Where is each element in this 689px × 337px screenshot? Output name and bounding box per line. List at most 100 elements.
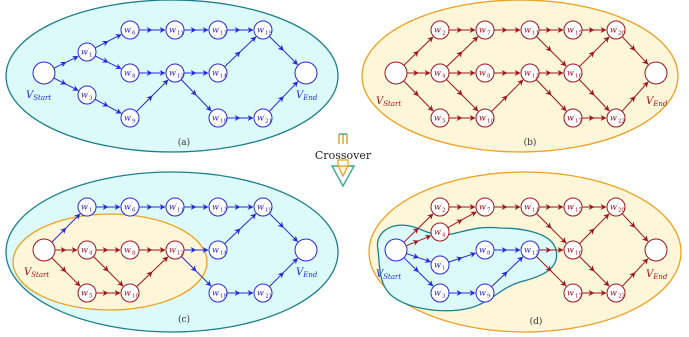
panel-c-node-w18-label: w′18 [212,289,227,300]
crossover-label: Crossover [315,149,372,162]
panel-a-node-w19 [253,20,273,40]
panel-a-node-w12-label: w′12 [169,69,184,80]
panel-c-node-w14 [208,240,228,260]
panel-b-edge-w11-w16 [536,36,552,52]
panel-b-edge-w4-w10-head [461,94,479,112]
panel-d-node-w17 [563,283,583,303]
panel-c-edge-w12-w18-head [195,270,212,287]
panel-d-edge-S-w3 [403,257,419,273]
panel-a-edge-w12-w18 [180,79,197,96]
panel-a-node-w1 [77,42,97,62]
panel-d-edge-S-w2 [403,227,419,243]
panel-d-end-node [644,238,668,262]
panel-a-edge-w21-E-head [283,81,299,97]
panel-d-node-w22-label: w′22 [610,289,625,300]
panel-d-edge-w20-E [621,213,636,228]
panel-c-edge-w21-E [269,272,284,287]
panel-b-node-w5 [430,108,450,128]
panel-d-node-w15 [563,197,583,217]
panel-c-edge-w21-E-head [283,258,298,273]
panel-d-edge-S-w1-head [418,257,432,263]
panel-a-edge-S-w3-head [65,83,79,91]
panel-d-node-w4 [430,222,450,242]
panel-b-node-w12-label: w′12 [524,69,539,80]
panel-b-node-w2-label: w′2 [434,26,446,37]
panel-c-edge-w19-E-head [283,227,298,242]
panel-c-node-w14-label: w′14 [212,246,227,257]
panel-b-edge-w10-w12 [491,95,508,112]
panel-b-end-node [644,61,668,85]
panel-a-node-w9 [120,108,140,128]
panel-d-node-w7-label: w′7 [479,203,491,214]
panel-a-node-w3-label: w′3 [81,91,93,102]
panel-a-node-w11 [165,20,185,40]
panel-c-node-w1 [77,197,97,217]
panel-a-edge-w1-w6-head [107,34,122,42]
panel-d-node-w11-label: w′11 [524,203,539,214]
panel-b-node-w17 [563,108,583,128]
panel-a-edge-w1-w6 [94,40,109,49]
panel-c-edge-w10-w12 [136,271,153,288]
panel-d-node-w16-label: w′16 [567,246,582,257]
panel-d-edge-w1-w8-head [461,252,477,259]
panel-d-edge-S-w3-head [418,271,434,287]
panel-a-edge-w3-w9-head [107,105,122,114]
panel-d-edge-S-w1 [406,253,420,259]
panel-c-node-w11 [165,197,185,217]
panel-b-node-w8 [475,63,495,83]
panel-d-node-w4-label: w′4 [434,228,446,239]
panel-b-edge-w16-w20-head [593,36,610,53]
panel-a-node-w12 [165,63,185,83]
panel-c-node-w21-label: w′21 [257,289,272,300]
panel-a-node-w8 [120,63,140,83]
panel-a-edge-w1-w8-head [107,61,122,70]
panel-c-node-w4-label: w′4 [81,246,93,257]
panel-c-node-w12 [165,240,185,260]
crossover-arrow: Crossover [315,133,372,188]
panel-a-start-node [32,61,56,85]
panel-d-edge-w20-E-head [634,227,649,242]
panel-d-edge-w11-w16-head [550,227,567,244]
panel-c-node-w18 [208,283,228,303]
panel-a-edge-w9-w12 [136,95,153,112]
panel-a-node-w18-label: w′18 [212,114,227,125]
panel-b-edge-S-w2-head [418,36,434,52]
panel-a-node-w21-label: w′21 [257,114,272,125]
panel-d-node-w9 [475,283,495,303]
panel-d-node-w20-label: w′20 [610,203,625,214]
panel-d-node-w20 [606,197,626,217]
panel-b-node-w2 [430,20,450,40]
panel-c-node-w1-label: w′1 [81,203,93,214]
panel-a-edge-w21-E [268,96,284,112]
panel-b-edge-w22-E [621,96,636,112]
panel-a-node-w11-label: w′11 [169,26,184,37]
panel-d-edge-w4-w7 [447,219,463,229]
panel-d-node-w8-label: w′8 [479,246,491,257]
panel-a-edge-S-w3 [53,77,67,85]
panel-c-node-w11-label: w′11 [169,203,184,214]
panel-b-node-w20 [606,20,626,40]
panel-b-node-w10-label: w′10 [479,114,494,125]
panel-c-node-w10 [120,283,140,303]
panel-c-edge-w19-E [269,213,284,228]
panel-d-edge-w4-w7-head [461,211,477,221]
panel-a-node-w18 [208,108,228,128]
panel-c-edge-S-w5-head [65,271,81,287]
panel-b-edge-w22-E-head [634,81,649,97]
panel-b-node-w15-label: w′15 [567,26,582,37]
panel-d-node-w11 [520,197,540,217]
panel-b-node-w10 [475,108,495,128]
panel-d-edge-w12-w17-head [550,270,567,287]
panel-b-node-w8-label: w′8 [479,69,491,80]
panel-c-caption: (c) [178,314,190,325]
panel-d-node-w22 [606,283,626,303]
panel-a-edge-S-w1-head [65,55,79,63]
panel-b-node-w20-label: w′20 [610,26,625,37]
panel-b-node-w5-label: w′5 [434,114,446,125]
panel-d-start-node [384,238,408,262]
panel-d-node-w1-label: w′1 [434,261,446,272]
panel-b-edge-w4-w10 [446,79,463,96]
panel-c-edge-S-w1 [51,227,67,243]
panel-d-edge-S-w4-head [418,235,432,242]
panel-d-node-w3 [430,283,450,303]
